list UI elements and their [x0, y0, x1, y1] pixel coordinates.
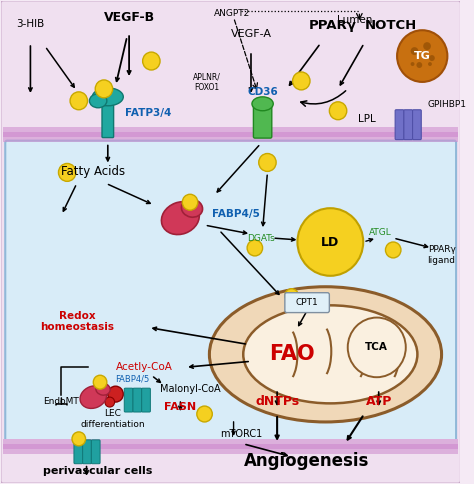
Text: TCA: TCA	[365, 342, 388, 352]
Bar	[3, 439, 458, 444]
Text: CD36: CD36	[247, 87, 278, 97]
Text: LPL: LPL	[358, 114, 376, 124]
Circle shape	[292, 72, 310, 90]
Circle shape	[182, 194, 198, 210]
Ellipse shape	[92, 88, 123, 106]
Bar	[3, 439, 458, 481]
Circle shape	[197, 406, 212, 422]
FancyBboxPatch shape	[74, 440, 82, 464]
Text: LEC
differentiation: LEC differentiation	[80, 409, 145, 429]
Ellipse shape	[210, 287, 442, 422]
Circle shape	[58, 164, 76, 182]
Ellipse shape	[162, 202, 199, 235]
Circle shape	[410, 47, 419, 55]
Circle shape	[397, 30, 447, 82]
Ellipse shape	[90, 94, 107, 108]
FancyBboxPatch shape	[124, 388, 133, 412]
Ellipse shape	[252, 97, 273, 111]
Circle shape	[329, 102, 347, 120]
FancyBboxPatch shape	[91, 440, 100, 464]
Circle shape	[259, 153, 276, 171]
Circle shape	[285, 289, 299, 302]
Text: dNTPs: dNTPs	[255, 394, 299, 408]
FancyBboxPatch shape	[404, 110, 412, 139]
Text: ATP: ATP	[365, 394, 392, 408]
Ellipse shape	[96, 383, 110, 395]
Circle shape	[108, 386, 123, 402]
FancyBboxPatch shape	[133, 388, 142, 412]
Text: ATGL: ATGL	[369, 227, 392, 237]
Circle shape	[297, 208, 363, 276]
FancyBboxPatch shape	[254, 103, 272, 138]
Circle shape	[417, 62, 422, 68]
Text: FATP3/4: FATP3/4	[125, 108, 172, 118]
Text: Redox
homeostasis: Redox homeostasis	[40, 311, 114, 333]
Ellipse shape	[80, 386, 107, 408]
Circle shape	[105, 397, 115, 407]
Circle shape	[385, 242, 401, 258]
Text: VEGF-B: VEGF-B	[103, 11, 155, 24]
FancyBboxPatch shape	[5, 140, 456, 441]
FancyBboxPatch shape	[0, 0, 461, 484]
Text: TG: TG	[414, 51, 431, 61]
Text: DGATs: DGATs	[247, 233, 274, 242]
FancyBboxPatch shape	[285, 293, 329, 313]
Text: Lumen: Lumen	[337, 15, 372, 25]
Bar	[3, 136, 458, 142]
Text: NOTCH: NOTCH	[365, 19, 418, 32]
Text: GPIHBP1: GPIHBP1	[427, 100, 466, 109]
Circle shape	[72, 432, 86, 446]
Text: FAO: FAO	[269, 344, 314, 364]
Text: Fatty Acids: Fatty Acids	[61, 166, 125, 179]
Text: ANGPT2: ANGPT2	[214, 9, 250, 18]
Text: 3-HIB: 3-HIB	[16, 19, 45, 30]
Circle shape	[428, 62, 432, 66]
Circle shape	[70, 92, 88, 110]
Text: FABP4/5: FABP4/5	[212, 209, 260, 219]
Circle shape	[410, 62, 414, 66]
Text: Angiogenesis: Angiogenesis	[244, 452, 369, 470]
Text: VEGF-A: VEGF-A	[230, 29, 272, 39]
FancyBboxPatch shape	[82, 440, 91, 464]
Ellipse shape	[182, 199, 202, 217]
FancyBboxPatch shape	[395, 110, 404, 139]
Bar	[3, 444, 458, 449]
Ellipse shape	[243, 305, 418, 403]
Text: mTORC1: mTORC1	[220, 429, 263, 439]
FancyBboxPatch shape	[412, 110, 421, 139]
Text: PPARγ
ligand: PPARγ ligand	[428, 245, 456, 265]
FancyBboxPatch shape	[102, 100, 114, 137]
Bar	[3, 132, 458, 136]
Bar	[3, 449, 458, 454]
Circle shape	[95, 80, 113, 98]
Circle shape	[143, 52, 160, 70]
Text: CPT1: CPT1	[296, 298, 319, 307]
Bar	[3, 127, 458, 132]
Text: FABP4/5: FABP4/5	[116, 375, 150, 384]
Text: perivascular cells: perivascular cells	[44, 466, 153, 476]
Text: EndoMT: EndoMT	[44, 396, 79, 406]
Circle shape	[429, 55, 435, 61]
Circle shape	[93, 375, 107, 389]
Circle shape	[423, 42, 431, 50]
Text: LD: LD	[321, 236, 339, 248]
Text: Acetly-CoA: Acetly-CoA	[116, 363, 173, 372]
Text: PPARγ: PPARγ	[309, 19, 357, 32]
FancyBboxPatch shape	[142, 388, 150, 412]
Text: Malonyl-CoA: Malonyl-CoA	[160, 384, 220, 394]
Circle shape	[247, 240, 263, 256]
Text: FASN: FASN	[164, 402, 196, 412]
Text: APLNR/
FOXO1: APLNR/ FOXO1	[192, 73, 220, 92]
Circle shape	[348, 318, 406, 377]
